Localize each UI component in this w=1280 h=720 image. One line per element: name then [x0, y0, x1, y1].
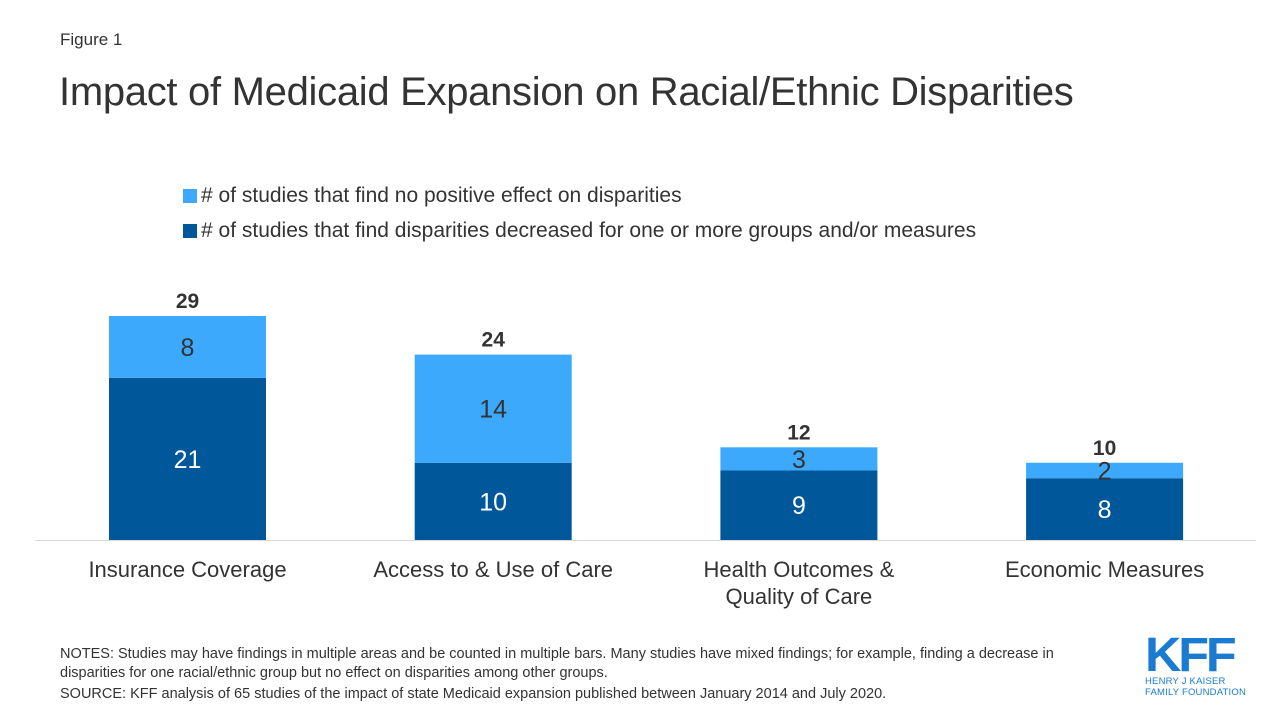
- legend-swatch: [183, 188, 197, 203]
- legend-swatch: [183, 223, 197, 238]
- data-label: 8: [1098, 496, 1112, 524]
- bar-segment: [414, 462, 572, 540]
- chart-title: Impact of Medicaid Expansion on Racial/E…: [59, 70, 1074, 114]
- category-label: Quality of Care: [726, 584, 873, 609]
- bar-segment: [720, 447, 878, 471]
- category-label: Health Outcomes &: [704, 557, 895, 582]
- legend-label: # of studies that find disparities decre…: [201, 218, 977, 242]
- category-label: Access to & Use of Care: [373, 557, 613, 582]
- category-label: Economic Measures: [1005, 557, 1204, 582]
- bar-segment: [1026, 462, 1184, 479]
- data-label: 10: [479, 488, 507, 516]
- figure-label: Figure 1: [60, 30, 123, 49]
- bar-segment: [1026, 478, 1184, 540]
- notes: NOTES: Studies may have findings in mult…: [60, 646, 1054, 681]
- data-label: 14: [479, 396, 507, 424]
- bar-segment: [720, 470, 878, 540]
- legend-label: # of studies that find no positive effec…: [201, 183, 682, 207]
- source: SOURCE: KFF analysis of 65 studies of th…: [60, 686, 887, 702]
- total-label: 29: [176, 290, 199, 313]
- bar-segment: [109, 316, 266, 378]
- data-label: 9: [792, 492, 806, 520]
- legend: # of studies that find no positive effec…: [183, 178, 976, 248]
- total-label: 10: [1093, 437, 1116, 460]
- data-label: 3: [792, 446, 806, 474]
- bar-segment: [414, 354, 572, 463]
- data-label: 8: [181, 334, 195, 362]
- legend-item-decreased: # of studies that find disparities decre…: [183, 213, 976, 248]
- data-label: 2: [1098, 457, 1112, 485]
- category-label: Insurance Coverage: [88, 557, 286, 582]
- bar-segment: [109, 377, 266, 540]
- kff-logo: KFF HENRY J KAISER FAMILY FOUNDATION: [1145, 629, 1247, 699]
- legend-item-no-effect: # of studies that find no positive effec…: [183, 178, 976, 213]
- total-label: 24: [482, 329, 506, 352]
- total-label: 12: [787, 421, 810, 444]
- data-label: 21: [174, 446, 202, 474]
